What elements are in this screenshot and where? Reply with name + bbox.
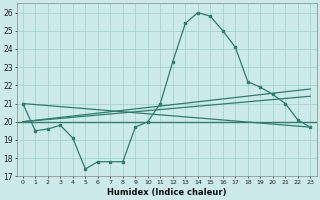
- X-axis label: Humidex (Indice chaleur): Humidex (Indice chaleur): [107, 188, 226, 197]
